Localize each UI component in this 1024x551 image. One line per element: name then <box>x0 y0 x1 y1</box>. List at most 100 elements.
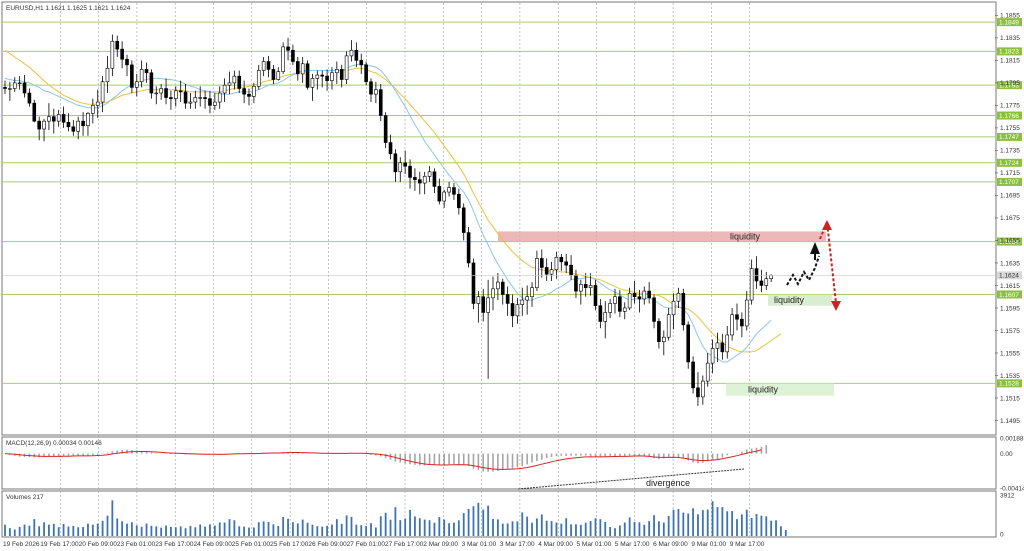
price-tick-label: 1.1575 <box>1000 328 1020 335</box>
candle-body <box>730 314 734 336</box>
candle <box>681 288 686 331</box>
candle-body <box>500 281 505 295</box>
candle-body <box>749 268 754 301</box>
candle <box>754 256 759 289</box>
candle <box>169 90 173 110</box>
volume-scale-label: 0 <box>1000 531 1004 538</box>
candle <box>32 99 37 123</box>
candle <box>154 86 159 105</box>
chart-header: EURUSD,H1 1.1621 1.1625 1.1621 1.1624 <box>6 5 131 12</box>
candle <box>398 157 403 182</box>
candle-body <box>496 281 500 290</box>
candle-body <box>398 162 403 173</box>
candle-body <box>217 92 222 103</box>
candle-body <box>139 69 144 83</box>
candle <box>174 86 178 107</box>
price-tick-label: 1.1495 <box>1000 418 1020 425</box>
vertical-gridlines <box>59 3 751 536</box>
macd-panel: 0.00188 0.00 -0.00414 <box>4 435 1024 492</box>
candle-body <box>300 63 305 75</box>
liquidity-label: liquidity <box>774 295 805 305</box>
candle <box>369 78 373 103</box>
candle <box>110 34 115 77</box>
candle <box>535 250 539 292</box>
price-tick-label: 1.1635 <box>1000 260 1020 267</box>
candle <box>749 259 754 305</box>
candle <box>256 64 261 90</box>
time-tick-label: 9 Mar 01:00 <box>691 541 726 548</box>
candle <box>193 90 198 109</box>
price-tick-label: 1.1535 <box>1000 373 1020 380</box>
candle <box>227 71 232 95</box>
macd-panel-frame <box>1 436 997 490</box>
candle-body <box>598 305 603 322</box>
candle <box>71 120 76 136</box>
candle-body <box>588 285 593 289</box>
candle <box>22 75 27 98</box>
price-tick-label: 1.1555 <box>1000 350 1020 357</box>
candle <box>27 88 32 107</box>
candle <box>530 282 534 307</box>
candle <box>627 287 632 311</box>
candle-body <box>564 261 569 266</box>
candle <box>237 70 242 94</box>
candle <box>491 276 495 311</box>
time-tick-label: 27 Feb 17:00 <box>385 541 424 548</box>
volume-title: Volumes 217 <box>6 494 44 501</box>
candle-body <box>574 275 578 292</box>
price-tick-label: 1.1835 <box>1000 35 1020 42</box>
candle <box>37 116 41 141</box>
candle-body <box>740 318 744 327</box>
candle <box>383 112 388 149</box>
candle <box>705 352 710 387</box>
candle <box>496 273 500 301</box>
candle <box>603 301 608 339</box>
level-price-tag <box>997 290 1022 299</box>
time-tick-label: 9 Mar 17:00 <box>730 541 765 548</box>
candle <box>520 287 525 316</box>
level-price-label: 1.1849 <box>999 19 1019 26</box>
candle <box>583 273 588 297</box>
candle-body <box>344 55 349 80</box>
candle <box>696 372 700 406</box>
macd-scale-label: -0.00414 <box>1000 485 1024 492</box>
candle-body <box>696 387 700 398</box>
candle-body <box>315 74 320 79</box>
level-price-label: 1.1707 <box>999 179 1019 186</box>
level-price-tag <box>997 237 1022 246</box>
time-tick-label: 6 Mar 09:00 <box>653 541 688 548</box>
candle <box>437 178 442 205</box>
projection-path <box>786 220 841 311</box>
candle <box>588 273 593 296</box>
candle <box>652 294 656 329</box>
candle-body <box>627 293 632 309</box>
candle <box>457 188 461 215</box>
candle <box>315 70 320 90</box>
candle <box>725 325 730 359</box>
candle <box>149 69 154 99</box>
candle <box>432 168 437 194</box>
candle-body <box>642 290 647 300</box>
candle <box>213 93 217 110</box>
candle <box>710 339 715 374</box>
candle-body <box>705 362 710 382</box>
candle <box>374 81 378 104</box>
candle <box>359 53 364 74</box>
candle <box>549 261 554 281</box>
candle <box>476 291 481 323</box>
liquidity-zone <box>726 383 834 396</box>
candle <box>42 118 46 142</box>
candle-body <box>535 258 539 289</box>
volume-panel-frame <box>1 490 997 538</box>
candle-body <box>134 81 139 88</box>
candle <box>276 67 281 81</box>
time-tick-label: 26 Feb 09:00 <box>308 541 347 548</box>
candle-body <box>144 69 149 74</box>
candle-body <box>383 115 388 143</box>
candle <box>266 55 271 78</box>
price-tick-label: 1.1595 <box>1000 305 1020 312</box>
candle <box>598 298 603 329</box>
level-price-label: 1.1766 <box>999 113 1019 120</box>
candle <box>403 150 407 175</box>
